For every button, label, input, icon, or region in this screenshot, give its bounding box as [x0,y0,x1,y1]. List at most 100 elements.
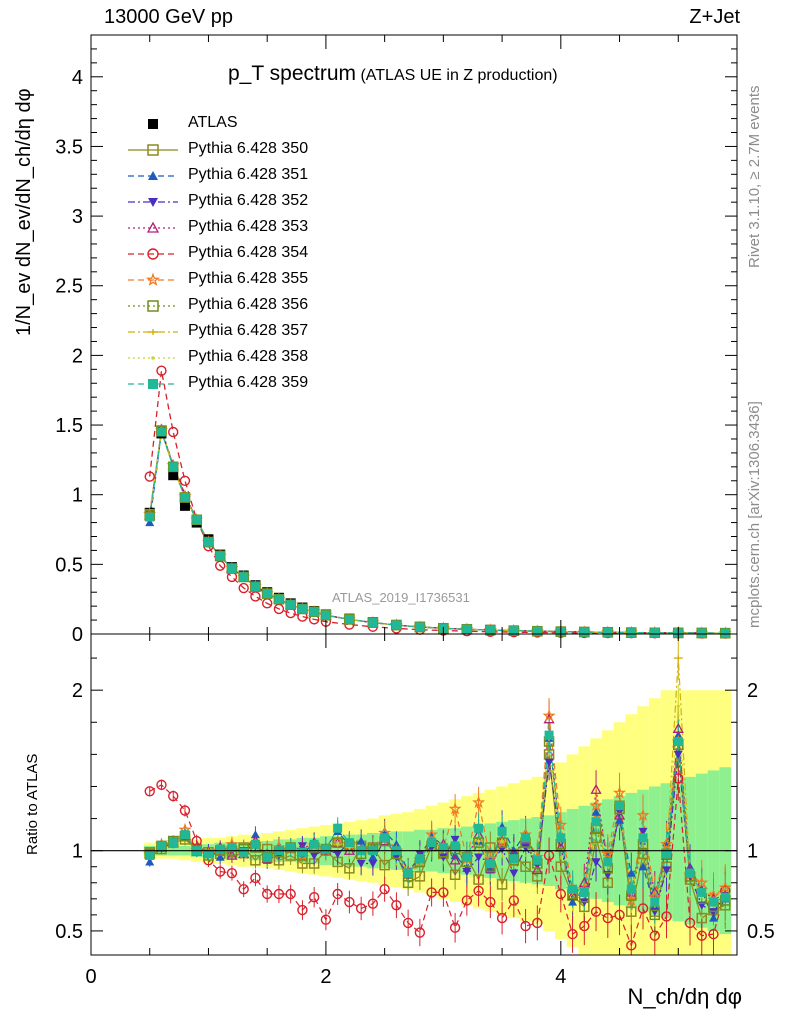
legend-swatch [128,198,178,207]
ratio-data-point [591,817,601,827]
ratio-data-point [477,839,481,843]
ratio-data-point [367,898,379,909]
ratio-data-point [626,884,636,894]
analysis-watermark: ATLAS_2019_I1736531 [332,590,470,605]
ratio-data-point [579,920,590,932]
ratio-data-point [168,838,178,848]
main-data-point [261,598,273,609]
ratio-data-point [615,815,625,824]
ratio-data-point [496,837,508,848]
ratio-data-point [720,892,730,902]
ratio-data-point [695,875,709,889]
main-data-point [297,604,307,614]
ratio-data-point [601,846,615,860]
ratio-data-point [448,802,462,815]
ratio-series-line [149,778,726,948]
ratio-data-point [532,855,542,865]
ratio-data-point [662,866,672,875]
ratio-data-point [521,843,531,852]
legend-swatch [148,119,158,129]
ratio-data-point [615,808,625,817]
ratio-data-point [250,839,260,849]
ratio-data-point [403,868,413,878]
ratio-data-point [344,863,355,874]
ratio-data-point [578,876,590,888]
ratio-data-point [684,917,696,929]
legend-label: Pythia 6.428 359 [188,374,309,391]
ratio-data-point [215,852,225,861]
ratio-data-point [473,885,484,896]
ratio-data-point [589,798,603,812]
ratio-data-point [591,858,601,867]
main-data-point [203,537,213,547]
ratio-data-point [509,869,519,878]
legend-marker [147,300,159,312]
ratio-y-tick-label: 1 [72,841,83,863]
ratio-data-point [568,897,578,906]
main-data-point [156,427,166,437]
main-data-point [145,518,155,527]
legend-label: Pythia 6.428 358 [188,348,309,365]
legend-marker [148,119,158,129]
axis-ticks: 0 0.5 1 1.5 2 2.5 3 3.5 4 0.5 0.5 1 1 2 2 0 2 4 [55,34,775,988]
ratio-data-point [250,830,260,839]
legend-marker [148,379,158,389]
main-y-tick-label: 2.5 [55,276,83,298]
ratio-series-line [149,706,726,906]
legend-marker [147,144,159,156]
ratio-data-point [156,841,166,851]
legend-item: Pythia 6.428 350 [126,138,426,164]
ratio-data-point [709,908,719,917]
main-data-point [156,365,167,376]
ratio-data-point [500,839,504,843]
ratio-data-point [649,930,660,941]
ratio-data-point [638,833,648,843]
ratio-data-point [356,836,366,845]
ratio-data-point [673,730,683,739]
ratio-data-point [262,852,272,862]
ratio-data-point [261,888,273,900]
main-data-point [509,626,519,636]
legend-item: Pythia 6.428 355 [126,268,426,294]
ratio-data-point [509,854,519,864]
ratio-data-point [145,850,155,860]
ratio-data-point [297,847,307,857]
ratio-data-point [531,864,543,875]
ratio-data-point [356,859,366,869]
ratio-data-point [426,887,437,898]
ratio-data-point [379,859,390,871]
ratio-data-point [520,920,531,932]
main-data-point [697,628,707,638]
ratio-data-point [555,888,567,900]
main-data-point [650,628,660,638]
ratio-data-point [649,909,661,921]
main-data-point [214,560,226,571]
ratio-data-point [214,866,226,877]
ratio-data-point [637,903,649,914]
ratio-data-point [579,887,589,897]
legend-marker [148,171,158,180]
main-data-point [579,627,589,637]
axis-frames [90,34,738,956]
ratio-data-point [309,851,319,860]
legend-label: Pythia 6.428 357 [188,322,309,339]
main-data-point [144,471,155,482]
ratio-data-point [368,852,378,861]
main-data-point [415,622,425,632]
ratio-data-point [673,655,683,661]
main-data-point [168,462,178,472]
main-y-tick-label: 3.5 [55,136,83,158]
beam-energy-label: 13000 GeV pp [104,6,233,28]
ratio-data-point [180,830,190,840]
ratio-data-point [462,852,472,862]
legend-marker [148,198,158,207]
ratio-data-point [544,730,554,740]
ratio-data-point [544,758,554,767]
ratio-data-point [614,909,625,921]
main-data-point [286,600,296,610]
ratio-data-point [568,884,578,894]
ratio-data-point [473,837,484,848]
main-data-point [239,572,249,582]
main-y-tick-label: 4 [72,67,83,89]
ratio-data-point [613,809,626,820]
